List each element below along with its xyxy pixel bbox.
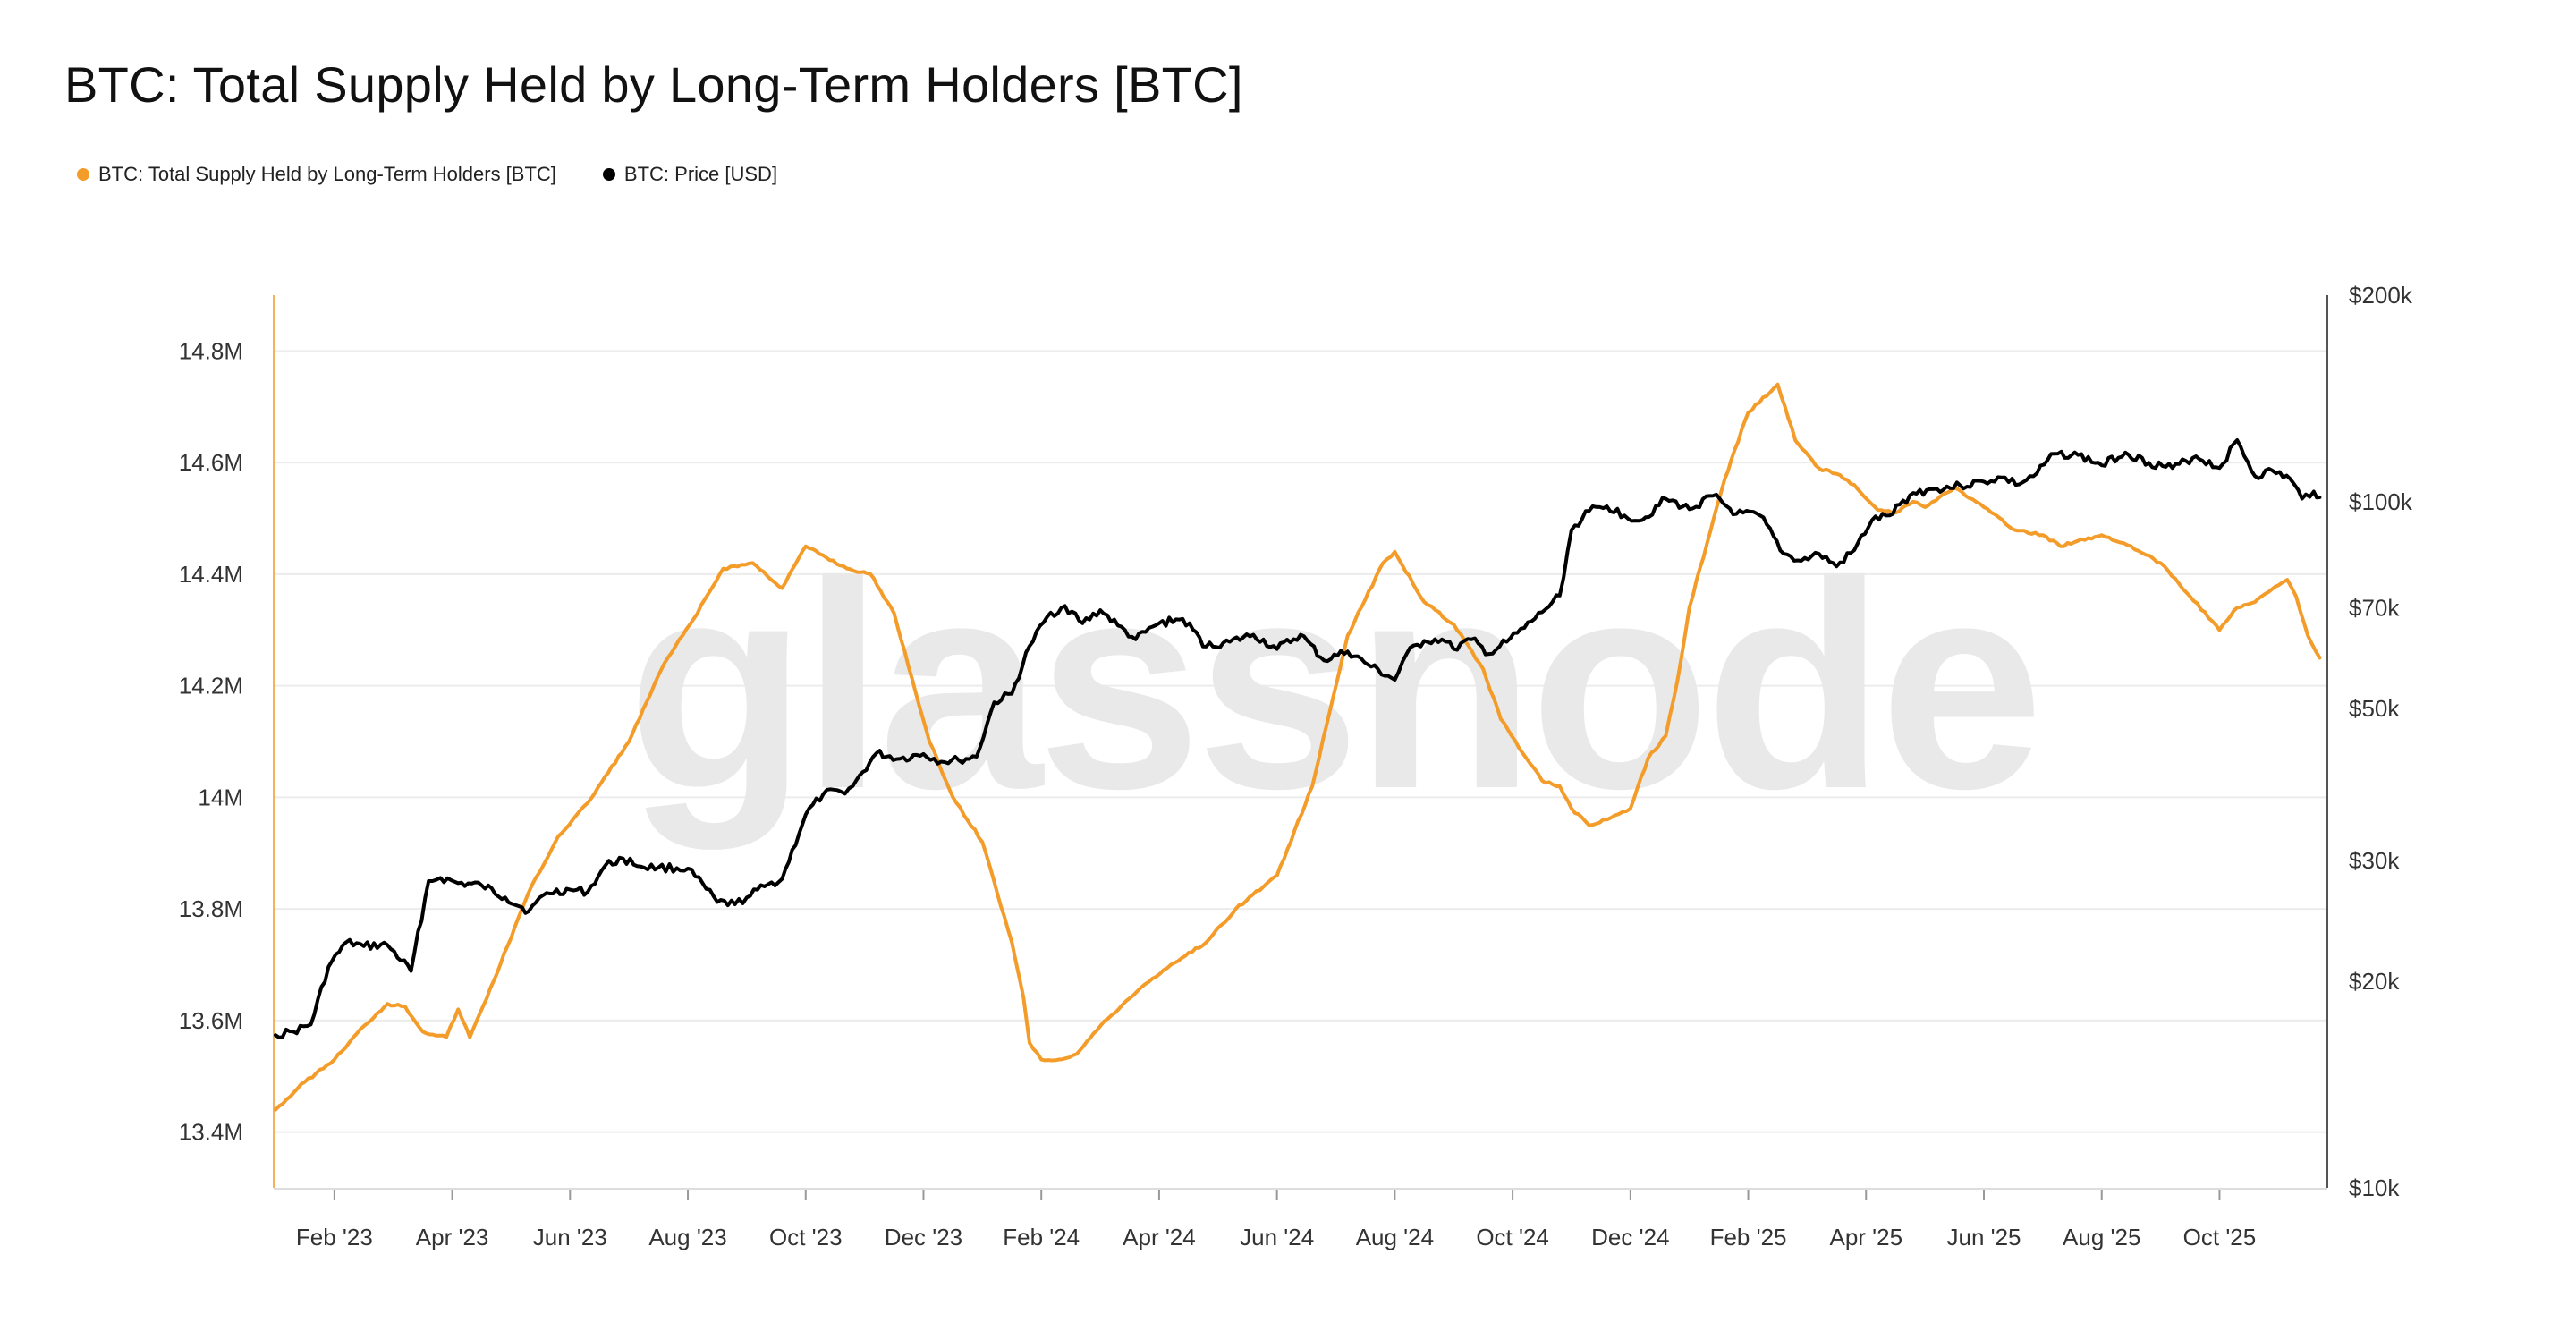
y-left-tick-label: 13.8M — [179, 895, 243, 922]
x-tick-label: Aug '23 — [648, 1224, 726, 1250]
x-tick-label: Oct '25 — [2183, 1224, 2257, 1250]
legend: BTC: Total Supply Held by Long-Term Hold… — [77, 163, 824, 186]
y-right-tick-label: $50k — [2349, 695, 2400, 722]
x-tick-label: Dec '24 — [1591, 1224, 1669, 1250]
watermark-text: glassnode — [627, 520, 2038, 852]
y-left-tick-label: 13.6M — [179, 1007, 243, 1034]
y-left-tick-label: 13.4M — [179, 1119, 243, 1146]
x-tick-label: Feb '23 — [296, 1224, 373, 1250]
y-left-tick-label: 14.8M — [179, 337, 243, 364]
x-tick-label: Jun '24 — [1240, 1224, 1314, 1250]
legend-dot-supply — [77, 168, 89, 181]
y-left-tick-label: 14.6M — [179, 449, 243, 476]
y-right-tick-label: $20k — [2349, 968, 2400, 995]
x-tick-label: Apr '23 — [416, 1224, 489, 1250]
legend-item-price[interactable]: BTC: Price [USD] — [602, 163, 778, 186]
x-tick-label: Feb '25 — [1710, 1224, 1787, 1250]
y-right-tick-label: $10k — [2349, 1174, 2400, 1201]
y-right-tick-label: $200k — [2349, 282, 2413, 309]
y-left-tick-label: 14M — [198, 784, 243, 810]
series-line-supply[interactable] — [274, 382, 2322, 1112]
x-tick-label: Oct '23 — [769, 1224, 843, 1250]
series-layer — [274, 382, 2322, 1112]
chart-title: BTC: Total Supply Held by Long-Term Hold… — [64, 56, 1243, 113]
y-right-tick-label: $70k — [2349, 595, 2400, 622]
y-left-tick-label: 14.2M — [179, 673, 243, 699]
x-tick-label: Apr '24 — [1123, 1224, 1196, 1250]
x-tick-label: Aug '24 — [1356, 1224, 1434, 1250]
x-tick-label: Jun '25 — [1946, 1224, 2021, 1250]
legend-label-price: BTC: Price [USD] — [623, 163, 778, 185]
y-right-tick-label: $30k — [2349, 847, 2400, 874]
x-tick-label: Jun '23 — [533, 1224, 607, 1250]
x-tick-label: Apr '25 — [1829, 1224, 1902, 1250]
y-right-tick-label: $100k — [2349, 488, 2413, 515]
labels-layer: 13.4M 13.6M 13.8M 14M 14.2M 14.4M 14.6M 14.8M $1… — [179, 282, 2413, 1250]
x-tick-label: Oct '24 — [1476, 1224, 1549, 1250]
axes-layer — [273, 295, 2328, 1200]
legend-dot-price — [602, 168, 615, 181]
series-line-price[interactable] — [274, 438, 2322, 1039]
legend-label-supply: BTC: Total Supply Held by Long-Term Hold… — [98, 163, 556, 185]
y-left-tick-label: 14.4M — [179, 561, 243, 588]
x-tick-label: Feb '24 — [1003, 1224, 1080, 1250]
x-tick-label: Aug '25 — [2063, 1224, 2140, 1250]
legend-item-supply[interactable]: BTC: Total Supply Held by Long-Term Hold… — [77, 163, 556, 186]
x-tick-label: Dec '23 — [885, 1224, 962, 1250]
grid-layer — [275, 350, 2326, 1133]
